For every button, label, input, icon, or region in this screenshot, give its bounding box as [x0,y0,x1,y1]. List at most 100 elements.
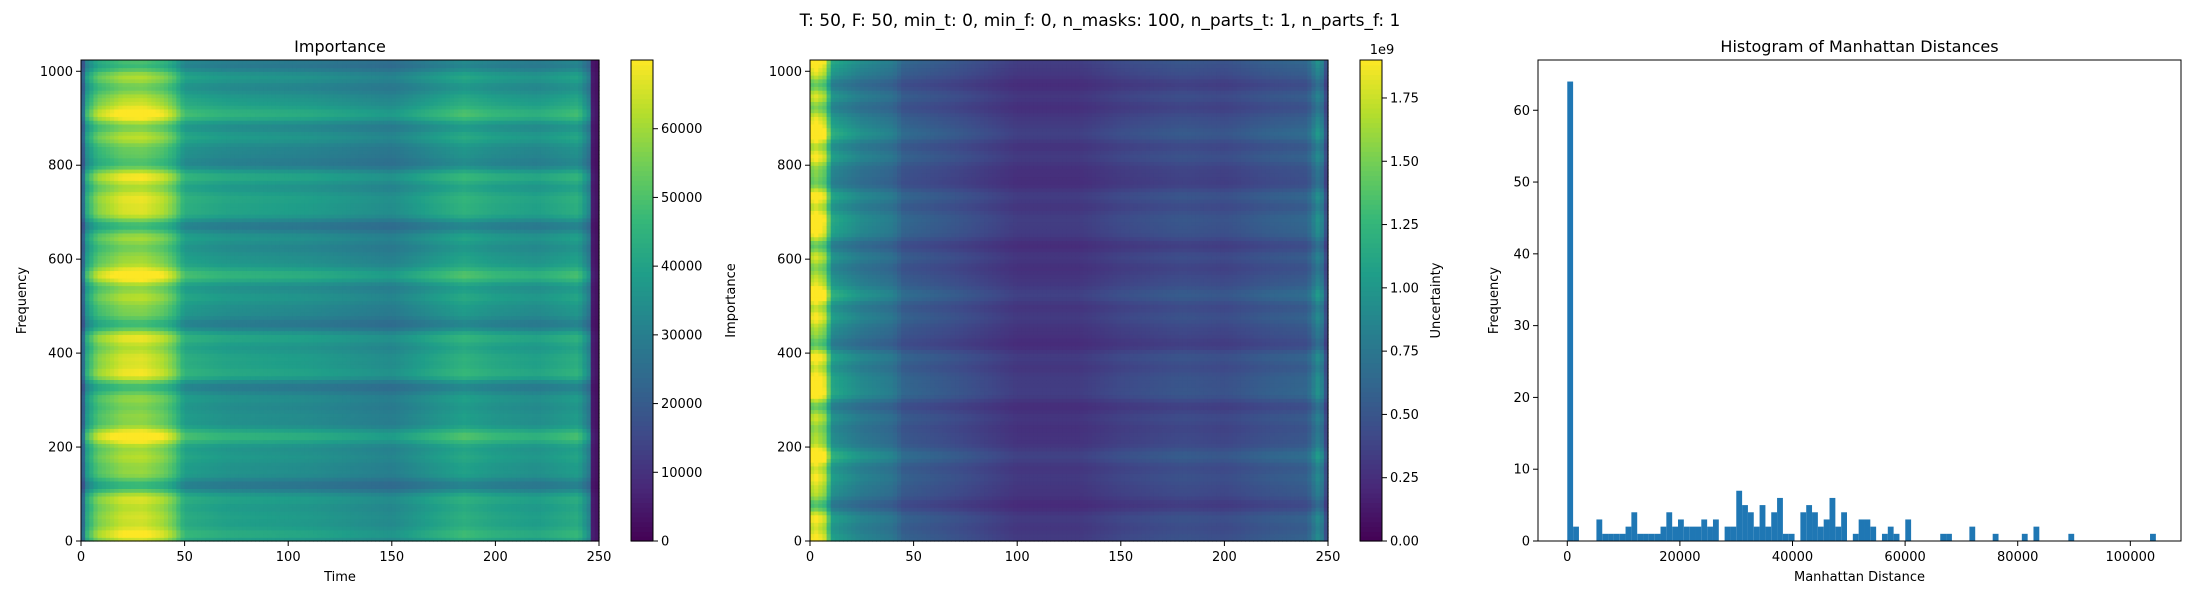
heatmap-cell [259,495,264,501]
heatmap-cell [118,477,124,482]
heatmap-cell [545,525,550,531]
heatmap-cell [482,462,488,467]
heatmap-cell [101,495,107,501]
heatmap-cell [313,499,318,505]
heatmap-cell [197,510,202,516]
heatmap-cell [263,507,269,512]
heatmap-cell [155,484,161,489]
heatmap-cell [242,495,248,501]
heatmap-cell [126,469,132,474]
heatmap-cell [412,443,418,448]
heatmap-cell [271,473,277,478]
heatmap-cell [379,533,385,538]
heatmap-cell [590,503,596,508]
heatmap-cell [478,454,484,459]
heatmap-cell [93,518,99,523]
heatmap-cell [536,495,542,501]
heatmap-cell [437,533,443,538]
heatmap-cell [375,537,380,542]
heatmap-cell [118,447,124,452]
heatmap-cell [342,529,347,535]
heatmap-cell [333,510,339,516]
heatmap-cell [213,477,219,482]
heatmap-cell [545,428,550,433]
heatmap-cell [192,394,198,399]
heatmap-cell [528,398,534,403]
heatmap-cell [333,398,339,403]
heatmap-cell [246,525,252,531]
heatmap-cell [445,458,451,463]
heatmap-cell [317,465,322,471]
heatmap-cell [296,398,302,403]
heatmap-cell [404,462,409,467]
heatmap-cell [197,462,202,467]
heatmap-cell [549,507,555,512]
figure-suptitle: T: 50, F: 50, min_t: 0, min_f: 0, n_mask… [799,11,1401,31]
heatmap-cell [288,443,293,448]
heatmap-cell [532,499,538,505]
heatmap-cell [412,514,418,520]
heatmap-cell [275,495,281,501]
heatmap-cell [383,477,389,482]
heatmap-cell [354,450,360,456]
heatmap-cell [213,529,219,535]
heatmap-cell [449,416,455,422]
heatmap-cell [561,488,567,493]
heatmap-cell [391,424,397,429]
heatmap-cell [366,465,372,471]
heatmap-cell [524,495,530,501]
heatmap-cell [412,495,418,501]
heatmap-cell [155,492,161,497]
heatmap-cell [342,462,347,467]
heatmap-cell [536,518,542,523]
heatmap-cell [205,443,211,448]
heatmap-cell [453,495,459,501]
heatmap-cell [458,401,463,407]
heatmap-cell [458,533,463,538]
heatmap-cell [238,454,244,459]
heatmap-cell [445,447,451,452]
heatmap-cell [325,533,331,538]
heatmap-cell [97,522,103,527]
heatmap-cell [333,450,339,456]
heatmap-cell [304,480,310,486]
heatmap-cell [458,398,463,403]
heatmap-cell [420,488,426,493]
heatmap-cell [408,439,414,444]
heatmap-cell [337,484,343,489]
heatmap-cell [284,447,289,452]
heatmap-cell [101,439,107,444]
heatmap-cell [557,510,563,516]
heatmap-cell [387,435,393,441]
heatmap-cell [209,514,215,520]
heatmap-cell [337,394,343,399]
heatmap-cell [97,432,103,437]
heatmap-cell [545,503,550,508]
heatmap-cell [159,495,165,501]
heatmap-cell [321,537,327,542]
heatmap-cell [284,477,289,482]
heatmap-cell [495,458,501,463]
heatmap-cell [387,432,393,437]
heatmap-cell [350,522,356,527]
heatmap-cell [292,495,298,501]
heatmap-cell [163,480,169,486]
heatmap-cell [329,469,335,474]
heatmap-cell [201,424,206,429]
heatmap-cell [89,458,95,463]
heatmap-cell [482,499,488,505]
heatmap-cell [263,424,269,429]
heatmap-cell [143,443,148,448]
heatmap-cell [139,503,144,508]
heatmap-cell [201,428,206,433]
heatmap-cell [118,420,124,426]
heatmap-cell [172,537,177,542]
heatmap-cell [238,473,244,478]
heatmap-cell [574,537,579,542]
heatmap-cell [192,533,198,538]
heatmap-cell [188,522,194,527]
heatmap-cell [155,394,161,399]
heatmap-cell [168,477,173,482]
heatmap-cell [342,492,347,497]
heatmap-cell [433,469,438,474]
